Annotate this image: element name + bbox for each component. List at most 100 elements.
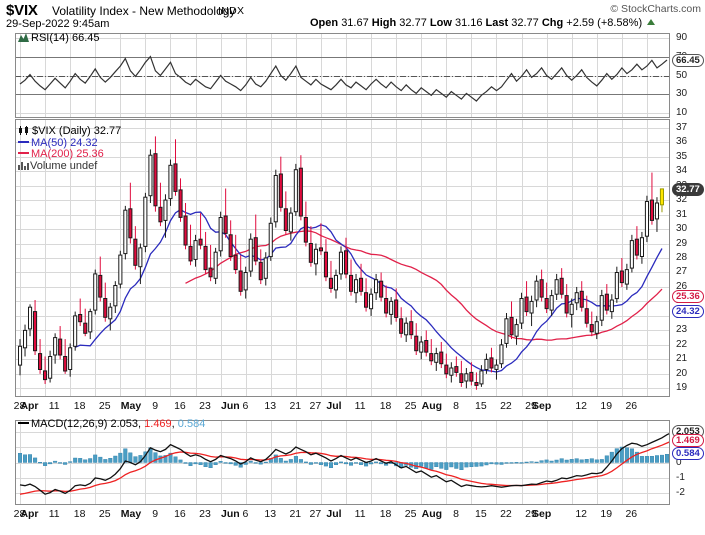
- macd-y-tick: -1: [676, 471, 685, 483]
- x-axis-tick-bottom: Aug: [421, 508, 443, 520]
- x-axis-tick-bottom: 25: [404, 508, 417, 520]
- price-y-tick: 20: [676, 367, 688, 379]
- rsi-y-tick: 90: [676, 31, 688, 43]
- x-axis-tick: Jun: [221, 400, 240, 412]
- last-value: 32.77: [511, 17, 539, 29]
- x-axis-tick: 23: [199, 400, 211, 412]
- macd-legend-prefix: MACD(12,26,9): [31, 418, 108, 430]
- x-axis-tick: Aug: [421, 400, 443, 412]
- x-axis-tick: Jul: [326, 400, 342, 412]
- x-axis-tick-bottom: Jul: [326, 508, 342, 520]
- rsi-panel[interactable]: [15, 33, 670, 118]
- x-axis-tick: 26: [625, 400, 638, 412]
- x-axis-tick-bottom: May: [120, 508, 142, 520]
- low-value: 31.16: [454, 17, 483, 29]
- symbol-exchange: INDX: [218, 5, 245, 17]
- x-axis-tick: 12: [575, 400, 588, 412]
- last-label: Last: [485, 17, 509, 29]
- x-axis-tick-bottom: 12: [575, 508, 588, 520]
- macd-legend: MACD(12,26,9) 2.053, 1.469, 0.584: [18, 418, 206, 431]
- x-axis-tick: 25: [98, 400, 111, 412]
- price-y-tick: 21: [676, 353, 688, 365]
- quote-bar: Open 31.67 High 32.77 Low 31.16 Last 32.…: [310, 17, 656, 29]
- rsi-plot-area[interactable]: [15, 33, 670, 118]
- price-y-tick: 35: [676, 150, 688, 162]
- volume-bars-icon: [18, 161, 29, 170]
- x-axis-tick: 13: [264, 400, 277, 412]
- x-axis-tick: 28: [13, 400, 26, 412]
- ma50-swatch-icon: [18, 140, 29, 143]
- ma50-legend-text: MA(50) 24.32: [31, 136, 98, 149]
- volume-legend-row: Volume undef: [18, 159, 121, 173]
- x-axis-tick: 9: [152, 400, 159, 412]
- price-y-tick: 19: [676, 382, 688, 394]
- x-axis-tick: 11: [354, 400, 366, 412]
- macd-y-tick: 0: [676, 456, 682, 468]
- up-arrow-icon: [647, 19, 656, 25]
- rsi-legend-text: RSI(14) 66.45: [31, 32, 100, 44]
- ma200-legend-row: MA(200) 25.36: [18, 148, 121, 161]
- x-axis-tick-bottom: 29: [525, 508, 537, 520]
- x-axis-tick-bottom: Sep: [532, 508, 552, 520]
- x-axis-tick-bottom: 15: [475, 508, 487, 520]
- rsi-mountain-icon: [18, 33, 29, 42]
- change-label: Chg: [541, 17, 564, 29]
- x-axis-tick: 21: [289, 400, 302, 412]
- change-value: +2.59 (+8.58%): [566, 17, 643, 29]
- price-y-tick: 31: [676, 208, 688, 220]
- x-axis-tick: 19: [600, 400, 613, 412]
- x-axis-tick-bottom: Apr: [20, 508, 39, 520]
- ma50-legend-row: MA(50) 24.32: [18, 136, 121, 150]
- x-axis-tick: Apr: [20, 400, 39, 412]
- quote-datetime: 29-Sep-2022 9:45am: [6, 18, 110, 30]
- price-value-flag: 24.32: [672, 305, 704, 319]
- volume-legend-text: Volume undef: [30, 159, 98, 172]
- x-axis-tick-bottom: 25: [98, 508, 111, 520]
- x-axis-tick-bottom: 26: [625, 508, 638, 520]
- x-axis-tick-bottom: 18: [73, 508, 86, 520]
- x-axis-tick: 18: [73, 400, 86, 412]
- price-panel[interactable]: [15, 119, 670, 397]
- x-axis-tick-bottom: 13: [264, 508, 277, 520]
- macd-swatch-icon: [18, 422, 29, 424]
- x-axis-tick-bottom: 28: [13, 508, 26, 520]
- price-y-tick: 37: [676, 121, 688, 133]
- price-value-flag: 25.36: [672, 290, 704, 304]
- price-y-tick: 27: [676, 266, 688, 278]
- open-value: 31.67: [341, 17, 369, 29]
- x-axis-tick: 29: [525, 400, 537, 412]
- macd-hist-value: 0.584: [177, 418, 206, 430]
- rsi-y-tick: 30: [676, 88, 688, 100]
- x-axis-tick: 18: [379, 400, 392, 412]
- x-axis-tick-bottom: 8: [453, 508, 459, 520]
- price-y-tick: 28: [676, 252, 688, 263]
- high-label: High: [371, 17, 397, 29]
- x-axis-tick: Sep: [532, 400, 552, 412]
- price-legend-title-row: $VIX (Daily) 32.77: [18, 125, 121, 138]
- macd-value-flag: 1.469: [672, 433, 704, 447]
- x-axis-tick: 11: [48, 400, 60, 412]
- x-axis-tick: 25: [404, 400, 417, 412]
- ma200-swatch-icon: [18, 152, 29, 154]
- x-axis-tick-bottom: 19: [600, 508, 613, 520]
- candlestick-icon: [18, 126, 30, 135]
- x-axis-tick-bottom: 16: [174, 508, 186, 520]
- stockcharts-branding: © StockCharts.com: [610, 3, 701, 15]
- macd-y-tick: -2: [676, 487, 685, 499]
- price-y-tick: 34: [676, 165, 688, 177]
- ma200-legend-text: MA(200) 25.36: [31, 148, 104, 160]
- x-axis-tick-bottom: 11: [48, 508, 60, 520]
- x-axis-tick: 22: [500, 400, 512, 412]
- x-axis-tick: 6: [242, 400, 249, 412]
- low-label: Low: [429, 17, 452, 29]
- symbol-description: Volatility Index - New Methodology: [52, 4, 236, 18]
- x-axis-tick-bottom: 27: [309, 508, 322, 520]
- price-y-tick: 30: [676, 223, 688, 235]
- x-axis-tick: 8: [453, 400, 459, 412]
- x-axis-tick: 16: [174, 400, 186, 412]
- macd-plot-area[interactable]: [15, 420, 670, 505]
- macd-panel[interactable]: [15, 420, 670, 505]
- price-plot-area[interactable]: [15, 119, 670, 397]
- x-axis-tick-bottom: 18: [379, 508, 392, 520]
- x-axis-tick: 27: [309, 400, 322, 412]
